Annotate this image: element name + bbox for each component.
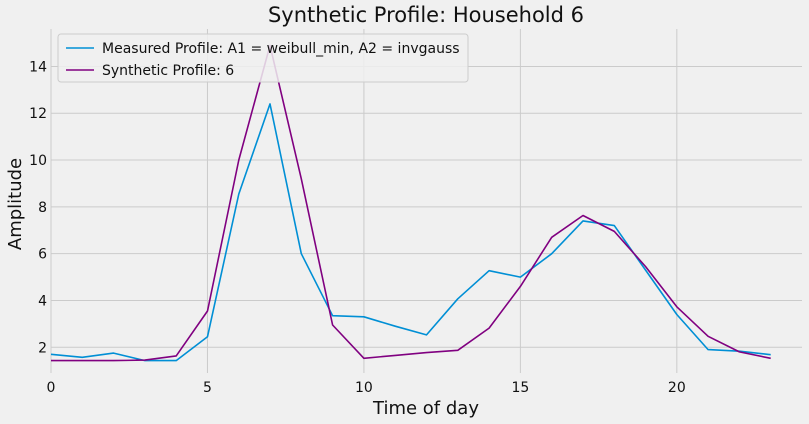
- x-tick-label-15: 15: [511, 380, 529, 396]
- x-tick-labels: 0 5 10 15 20: [47, 380, 686, 396]
- legend-label-synthetic: Synthetic Profile: 6: [102, 63, 234, 79]
- x-tick-label-10: 10: [355, 380, 373, 396]
- y-tick-label-2: 2: [38, 340, 47, 356]
- y-tick-label-4: 4: [38, 293, 47, 309]
- x-axis-label: Time of day: [372, 398, 479, 419]
- series-lines: [50, 44, 771, 362]
- x-tick-label-20: 20: [668, 380, 686, 396]
- y-tick-label-10: 10: [29, 153, 47, 169]
- y-tick-label-12: 12: [29, 106, 47, 122]
- series-line-synthetic: [51, 44, 771, 362]
- x-tick-label-5: 5: [203, 380, 212, 396]
- y-tick-labels: 2 4 6 8 10 12 14: [29, 59, 47, 356]
- y-gridlines: [51, 65, 802, 348]
- legend-box: [57, 33, 469, 83]
- legend-label-measured: Measured Profile: A1 = weibull_min, A2 =…: [102, 41, 460, 57]
- chart-title: Synthetic Profile: Household 6: [268, 3, 584, 27]
- y-tick-label-14: 14: [29, 59, 47, 75]
- y-tick-label-6: 6: [38, 247, 47, 263]
- y-axis-label: Amplitude: [5, 158, 26, 250]
- x-gridlines: [50, 29, 678, 373]
- legend: Measured Profile: A1 = weibull_min, A2 =…: [57, 33, 469, 83]
- y-tick-label-8: 8: [38, 200, 47, 216]
- series-line-measured: [50, 103, 771, 362]
- x-tick-label-0: 0: [47, 380, 56, 396]
